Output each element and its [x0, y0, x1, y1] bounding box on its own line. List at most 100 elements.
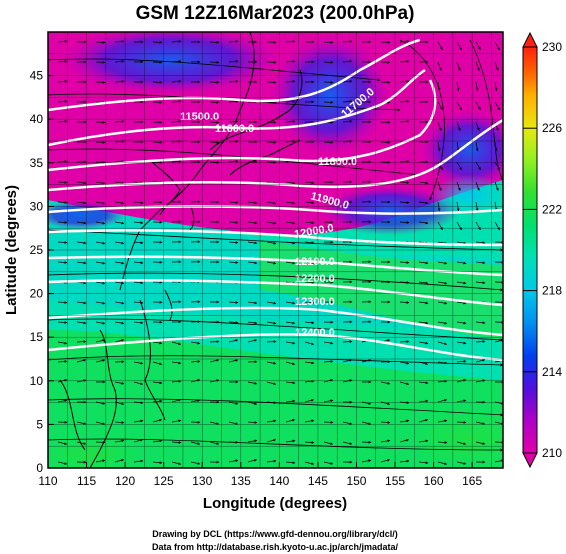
wind-arrow	[247, 321, 258, 325]
x-tick-label: 115	[77, 474, 96, 488]
colorbar-tick-label: 222	[542, 202, 562, 216]
colorbar-tick-label: 230	[542, 40, 562, 54]
wind-arrow	[266, 321, 277, 325]
x-axis-label: Longitude (degrees)	[203, 495, 347, 512]
wind-arrow	[95, 261, 106, 265]
wind-arrow	[399, 120, 410, 123]
x-tick-label: 160	[424, 474, 444, 488]
wind-arrow	[95, 339, 106, 343]
wind-arrow	[456, 461, 467, 465]
wind-arrow	[437, 461, 448, 466]
wind-arrow	[285, 201, 296, 205]
wind-arrow	[247, 421, 258, 424]
wind-arrow	[418, 418, 429, 423]
wind-arrow	[152, 461, 163, 465]
wind-arrow	[57, 321, 68, 324]
wind-arrow	[285, 140, 296, 143]
wind-arrow	[228, 201, 239, 204]
wind-arrow	[494, 221, 500, 231]
x-tick-label: 155	[385, 474, 405, 488]
wind-arrow	[304, 281, 315, 285]
wind-arrow	[285, 80, 296, 83]
y-tick-label: 30	[30, 199, 44, 213]
wind-arrow	[456, 301, 467, 305]
wind-arrow	[323, 360, 334, 363]
wind-arrow	[342, 140, 353, 143]
wind-arrow	[285, 381, 296, 385]
wind-arrow	[228, 241, 239, 244]
wind-arrow	[456, 261, 467, 265]
wind-arrow	[114, 181, 125, 185]
wind-arrow	[285, 439, 296, 443]
wind-arrow	[171, 461, 182, 466]
wind-arrow	[399, 419, 410, 423]
wind-arrow	[76, 321, 87, 325]
wind-arrow	[285, 361, 296, 366]
wind-arrow	[342, 160, 353, 163]
wind-arrow	[114, 281, 125, 285]
x-tick-label: 135	[231, 474, 251, 488]
wind-arrow	[133, 281, 144, 285]
wind-arrow	[57, 261, 68, 264]
wind-arrow	[380, 421, 391, 424]
wind-arrow	[57, 441, 68, 445]
wind-arrow	[304, 321, 315, 325]
wind-arrow	[133, 419, 144, 423]
wind-arrow	[304, 419, 315, 423]
wind-arrow	[475, 221, 481, 231]
wind-arrow	[76, 301, 87, 305]
wind-arrow	[437, 141, 441, 152]
wind-arrow	[114, 40, 125, 43]
wind-arrow	[114, 221, 125, 225]
wind-arrow	[323, 461, 334, 465]
wind-arrow	[266, 241, 277, 245]
wind-arrow	[285, 418, 296, 423]
wind-arrow	[95, 421, 106, 425]
wind-arrow	[57, 160, 68, 163]
wind-arrow	[456, 81, 460, 92]
y-axis-label: Latitude (degrees)	[3, 185, 20, 315]
wind-arrow	[399, 181, 410, 184]
wind-arrow	[475, 101, 481, 111]
wind-arrow	[228, 421, 239, 425]
wind-arrow	[57, 40, 68, 43]
wind-arrow	[152, 341, 163, 345]
wind-arrow	[95, 459, 106, 463]
wind-arrow	[133, 321, 144, 325]
wind-arrow	[247, 221, 258, 225]
wind-arrow	[285, 461, 296, 465]
credit-data: Data from http://database.rish.kyoto-u.a…	[152, 542, 399, 552]
wind-arrow	[114, 321, 125, 325]
wind-arrow	[342, 421, 353, 425]
wind-arrow	[456, 161, 462, 171]
wind-arrow	[285, 241, 296, 245]
wind-arrow	[456, 61, 461, 71]
wind-arrow	[304, 201, 315, 205]
wind-arrow	[57, 181, 68, 184]
wind-arrow	[475, 421, 486, 425]
wind-arrow	[475, 359, 486, 363]
wind-arrow	[247, 201, 258, 205]
x-tick-label: 140	[269, 474, 289, 488]
wind-arrow	[266, 438, 277, 443]
wind-arrow	[475, 321, 486, 325]
lat-lon-grid	[47, 31, 503, 469]
wind-arrow	[342, 359, 353, 363]
wind-arrow	[114, 301, 125, 305]
wind-arrow	[304, 361, 315, 365]
y-axis-ticks: 0 5 10 15 20 25 30 35 40 45	[30, 69, 54, 475]
wind-arrow	[95, 321, 106, 325]
wind-arrow	[190, 441, 201, 445]
wind-arrow	[380, 439, 391, 443]
wind-arrow	[152, 439, 163, 443]
contour-label-11600: 11600.0	[215, 123, 254, 135]
wind-arrow	[76, 359, 87, 363]
wind-arrow	[437, 101, 443, 111]
wind-arrow	[228, 321, 239, 324]
wind-arrow	[475, 281, 486, 285]
wind-arrow	[475, 81, 479, 92]
wind-arrow	[76, 441, 87, 445]
wind-arrow	[57, 100, 68, 103]
wind-arrow	[437, 341, 448, 346]
wind-arrow	[399, 381, 410, 386]
